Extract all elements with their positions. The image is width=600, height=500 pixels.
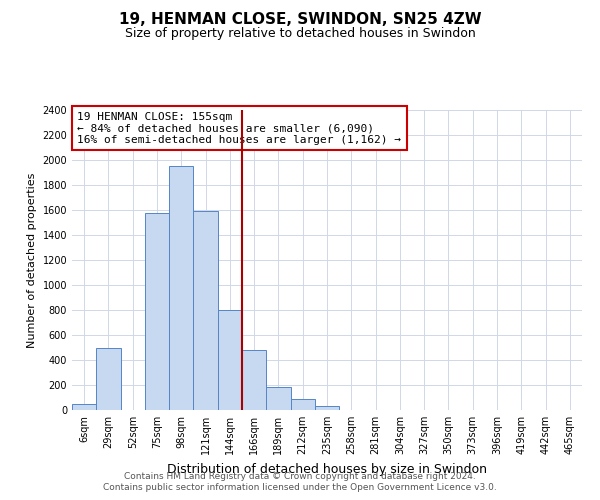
Bar [218, 310, 242, 410]
Text: Size of property relative to detached houses in Swindon: Size of property relative to detached ho… [125, 28, 475, 40]
X-axis label: Distribution of detached houses by size in Swindon: Distribution of detached houses by size … [167, 462, 487, 475]
Text: Contains HM Land Registry data © Crown copyright and database right 2024.: Contains HM Land Registry data © Crown c… [124, 472, 476, 481]
Y-axis label: Number of detached properties: Number of detached properties [27, 172, 37, 348]
Text: 19 HENMAN CLOSE: 155sqm
← 84% of detached houses are smaller (6,090)
16% of semi: 19 HENMAN CLOSE: 155sqm ← 84% of detache… [77, 112, 401, 144]
Bar [96, 348, 121, 410]
Bar [315, 406, 339, 410]
Bar [193, 211, 218, 410]
Bar [242, 350, 266, 410]
Bar [169, 166, 193, 410]
Bar [290, 399, 315, 410]
Text: Contains public sector information licensed under the Open Government Licence v3: Contains public sector information licen… [103, 483, 497, 492]
Bar [145, 212, 169, 410]
Bar [266, 387, 290, 410]
Bar [72, 404, 96, 410]
Text: 19, HENMAN CLOSE, SWINDON, SN25 4ZW: 19, HENMAN CLOSE, SWINDON, SN25 4ZW [119, 12, 481, 28]
